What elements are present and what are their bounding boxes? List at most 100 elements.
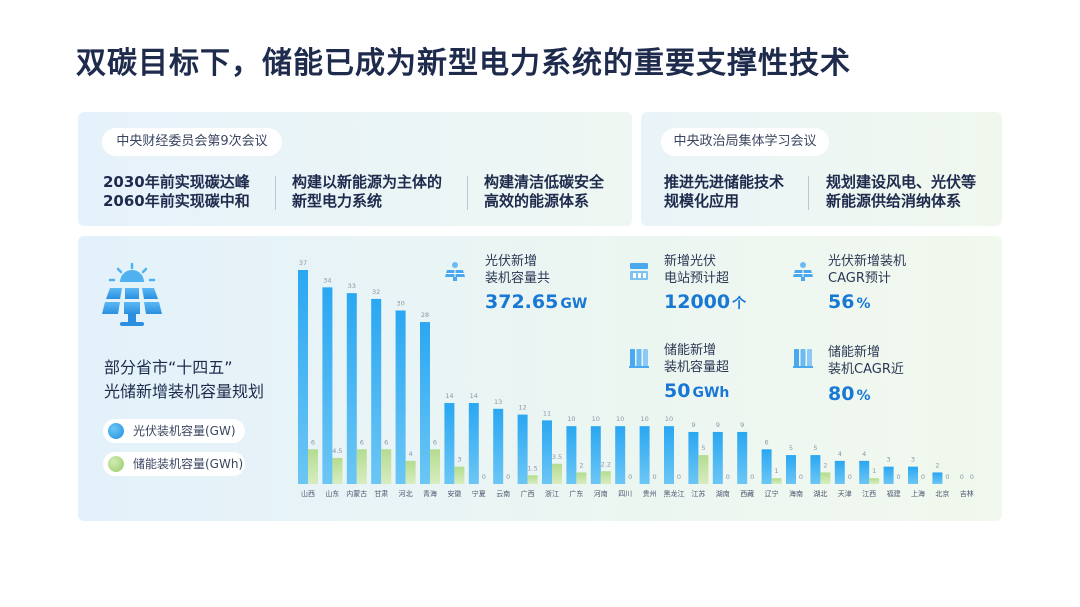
data-label-pv: 30 [396, 299, 404, 307]
bar-pv [542, 420, 552, 484]
data-label-pv: 10 [592, 415, 600, 423]
data-label-storage: 0 [726, 473, 730, 481]
data-label-storage: 3 [457, 456, 461, 464]
bar-pv [859, 460, 870, 484]
stat-label-line: 储能新增 [664, 343, 717, 358]
data-label-pv: 28 [421, 311, 429, 319]
data-label-pv: 2 [935, 461, 939, 469]
data-label-pv: 0 [960, 473, 964, 481]
goal-line: 规模化应用 [664, 192, 740, 210]
stat-label-line: 电站预计超 [664, 271, 730, 286]
legend-swatch-pv [108, 423, 124, 439]
data-label-pv: 14 [470, 392, 478, 400]
stat-label-line: 新增光伏 [664, 254, 717, 269]
meeting-name-left: 中央财经委员会第9次会议 [102, 128, 282, 156]
data-label-pv: 34 [323, 276, 331, 284]
goal-line: 推进先进储能技术 [664, 173, 785, 191]
solar-panel-icon [102, 262, 162, 326]
bar-storage [600, 471, 611, 484]
page-title: 双碳目标下，储能已成为新型电力系统的重要支撑性技术 [76, 46, 851, 81]
category-label: 内蒙古 [346, 489, 367, 498]
power-station-icon [628, 260, 650, 282]
goal-line: 新能源供给消纳体系 [826, 192, 962, 210]
category-label: 吉林 [960, 489, 974, 498]
data-label-pv: 4 [862, 450, 866, 458]
category-label: 广西 [521, 489, 535, 498]
stat-label-line: 装机容量超 [664, 360, 730, 375]
stat-unit: GWh [692, 385, 730, 401]
category-label: 福建 [887, 489, 901, 498]
data-label-pv: 3 [911, 456, 915, 464]
bar-pv [737, 431, 748, 484]
meeting-name-right: 中央政治局集体学习会议 [661, 128, 829, 156]
category-label: 四川 [618, 490, 632, 498]
category-label: 江苏 [691, 489, 705, 498]
data-label-pv: 6 [765, 438, 769, 446]
data-label-storage: 1 [775, 467, 779, 475]
bar-pv [346, 293, 357, 484]
stat-unit: GW [560, 296, 588, 312]
category-label: 上海 [911, 489, 925, 498]
category-label: 黑龙江 [664, 489, 685, 498]
data-label-storage: 6 [384, 438, 388, 446]
category-label: 江西 [862, 490, 876, 498]
data-label-pv: 10 [616, 415, 624, 423]
bar-pv [688, 431, 699, 484]
data-label-storage: 0 [945, 473, 949, 481]
data-label-storage: 6 [311, 438, 315, 446]
stat-value: 56% [828, 291, 870, 313]
goal-line: 高效的能源体系 [484, 192, 590, 210]
legend-label-pv: 光伏装机容量(GW) [133, 424, 236, 438]
stat-unit: 个 [732, 296, 747, 312]
divider [467, 176, 468, 210]
data-label-storage: 2.2 [601, 460, 611, 468]
stat-label-line: 储能新增 [828, 345, 881, 360]
stat-number: 80 [828, 383, 855, 405]
bar-pv [420, 322, 430, 484]
goal-line: 2030年前实现碳达峰 [103, 173, 250, 191]
bar-storage [308, 449, 318, 484]
category-label: 湖北 [813, 489, 827, 498]
stat-value: 50 GWh [664, 380, 729, 402]
goal-line: 规划建设风电、光伏等 [826, 173, 977, 191]
category-label: 湖南 [716, 489, 730, 498]
bar-storage [552, 463, 562, 484]
bar-storage [381, 449, 392, 484]
bar-storage [869, 478, 880, 484]
category-label: 贵州 [643, 489, 657, 498]
category-label: 广东 [569, 489, 583, 498]
goal-wind-solar: 规划建设风电、光伏等 新能源供给消纳体系 [826, 173, 976, 211]
bar-pv [786, 455, 796, 484]
category-label: 北京 [935, 489, 949, 498]
stat-label-line: CAGR预计 [828, 271, 891, 286]
stat-value: 12000 个 [664, 291, 746, 313]
data-label-pv: 37 [299, 259, 307, 267]
category-label: 云南 [496, 489, 510, 498]
goal-storage-tech: 推进先进储能技术 规模化应用 [664, 173, 784, 211]
stat-label-line: 光伏新增 [485, 254, 538, 269]
bar-pv [298, 270, 308, 484]
bar-storage [771, 478, 782, 484]
stat-number: 56 [828, 291, 855, 313]
goal-carbon-peak: 2030年前实现碳达峰 2060年前实现碳中和 [103, 173, 250, 211]
data-label-pv: 9 [691, 421, 695, 429]
data-label-storage: 0 [848, 473, 852, 481]
legend-item-pv: 光伏装机容量(GW) [103, 419, 245, 443]
bar-chart: 376山西344.5山东336内蒙古326甘肃304河北286青海143安徽14… [298, 259, 974, 498]
data-label-pv: 9 [716, 421, 720, 429]
stat-label: 光伏新增装机 CAGR预计 [828, 253, 906, 287]
bar-storage [454, 466, 465, 484]
data-label-storage: 0 [482, 473, 486, 481]
battery-storage-icon [628, 347, 650, 369]
bar-pv [395, 310, 406, 484]
data-label-storage: 1.5 [527, 464, 537, 472]
data-label-storage: 0 [506, 473, 510, 481]
legend-swatch-storage [108, 456, 124, 472]
stat-label: 光伏新增 装机容量共 [485, 253, 550, 287]
bar-pv [810, 455, 821, 484]
data-label-pv: 11 [543, 409, 551, 417]
bar-pv [712, 431, 723, 484]
bar-storage [698, 455, 709, 484]
category-label: 青海 [423, 489, 437, 498]
bar-pv [615, 426, 626, 484]
